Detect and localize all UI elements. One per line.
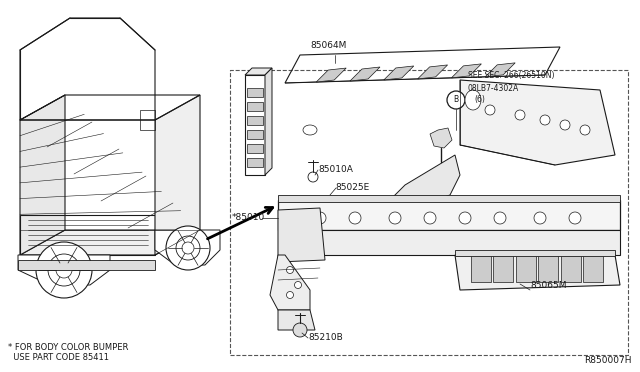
- Polygon shape: [430, 128, 452, 148]
- Polygon shape: [460, 80, 615, 165]
- Ellipse shape: [303, 125, 317, 135]
- Polygon shape: [455, 255, 620, 290]
- Text: USE PART CODE 85411: USE PART CODE 85411: [8, 353, 109, 362]
- Text: (6): (6): [474, 95, 485, 104]
- Circle shape: [494, 212, 506, 224]
- Polygon shape: [384, 66, 414, 80]
- Polygon shape: [155, 230, 220, 265]
- Text: 08LB7-4302A: 08LB7-4302A: [468, 84, 519, 93]
- Polygon shape: [20, 230, 200, 255]
- Circle shape: [36, 242, 92, 298]
- Circle shape: [176, 236, 200, 260]
- Polygon shape: [245, 68, 272, 75]
- Circle shape: [560, 120, 570, 130]
- Polygon shape: [278, 200, 620, 230]
- Text: 85210B: 85210B: [308, 334, 343, 343]
- Text: *85010: *85010: [232, 214, 265, 222]
- Circle shape: [569, 212, 581, 224]
- Text: SEE SEC. 266(26510N): SEE SEC. 266(26510N): [468, 71, 554, 80]
- Text: * FOR BODY COLOR BUMPER: * FOR BODY COLOR BUMPER: [8, 343, 129, 352]
- Polygon shape: [247, 116, 263, 125]
- Polygon shape: [247, 158, 263, 167]
- Circle shape: [287, 292, 294, 298]
- Polygon shape: [418, 65, 447, 79]
- Polygon shape: [247, 88, 263, 97]
- Polygon shape: [516, 256, 536, 282]
- Circle shape: [56, 262, 72, 278]
- Circle shape: [182, 242, 194, 254]
- Circle shape: [349, 212, 361, 224]
- Circle shape: [580, 125, 590, 135]
- Polygon shape: [155, 95, 200, 255]
- Polygon shape: [451, 64, 481, 78]
- Polygon shape: [278, 310, 315, 330]
- Polygon shape: [583, 256, 603, 282]
- Polygon shape: [471, 256, 491, 282]
- Circle shape: [308, 172, 318, 182]
- Circle shape: [540, 115, 550, 125]
- Polygon shape: [455, 250, 615, 256]
- Circle shape: [424, 212, 436, 224]
- Circle shape: [515, 110, 525, 120]
- Polygon shape: [538, 256, 558, 282]
- Polygon shape: [18, 260, 155, 270]
- Polygon shape: [390, 155, 460, 205]
- Circle shape: [447, 91, 465, 109]
- Circle shape: [166, 226, 210, 270]
- Ellipse shape: [465, 90, 481, 110]
- Polygon shape: [485, 63, 515, 77]
- Text: 85064M: 85064M: [310, 41, 346, 50]
- Circle shape: [294, 282, 301, 289]
- Polygon shape: [20, 95, 65, 255]
- Circle shape: [459, 212, 471, 224]
- Polygon shape: [316, 68, 346, 82]
- Text: R850007H: R850007H: [584, 356, 632, 365]
- Polygon shape: [247, 102, 263, 111]
- Circle shape: [485, 105, 495, 115]
- Polygon shape: [561, 256, 580, 282]
- Text: B: B: [453, 96, 459, 105]
- Bar: [230, 70, 628, 355]
- Circle shape: [314, 212, 326, 224]
- Polygon shape: [493, 256, 513, 282]
- Polygon shape: [247, 130, 263, 139]
- Circle shape: [534, 212, 546, 224]
- Text: 85065M: 85065M: [530, 281, 566, 290]
- Text: 85025E: 85025E: [335, 183, 369, 192]
- Text: 85010A: 85010A: [318, 166, 353, 174]
- Circle shape: [48, 254, 80, 286]
- Polygon shape: [247, 144, 263, 153]
- Polygon shape: [278, 208, 325, 262]
- Circle shape: [293, 323, 307, 337]
- Polygon shape: [265, 68, 272, 175]
- Polygon shape: [285, 75, 545, 83]
- Polygon shape: [18, 255, 110, 285]
- Polygon shape: [278, 230, 620, 255]
- Circle shape: [287, 266, 294, 273]
- Circle shape: [389, 212, 401, 224]
- Polygon shape: [270, 255, 310, 310]
- Polygon shape: [278, 195, 620, 202]
- Polygon shape: [350, 67, 380, 81]
